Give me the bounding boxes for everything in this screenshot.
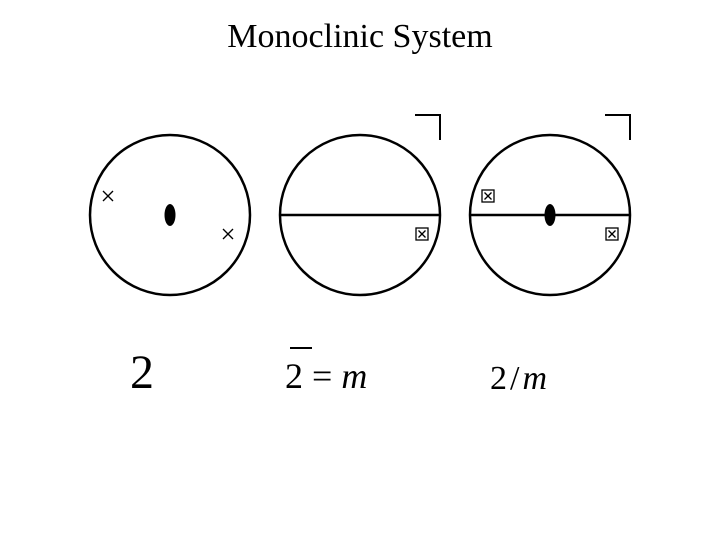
label-eq: = bbox=[303, 356, 341, 396]
corner-brackets bbox=[415, 115, 630, 140]
label-point-group-2bar-equals-m: 2 = m bbox=[285, 355, 367, 397]
label3-slash: / bbox=[507, 360, 522, 397]
label-point-group-2-over-m: 2/m bbox=[490, 360, 547, 398]
panel-3-marks bbox=[470, 190, 630, 240]
panel-2-marks bbox=[280, 215, 440, 240]
label3-two: 2 bbox=[490, 360, 507, 397]
label3-m: m bbox=[522, 360, 547, 397]
label-point-group-2: 2 bbox=[130, 345, 154, 400]
diagram-stage bbox=[0, 0, 720, 540]
label-two: 2 bbox=[285, 356, 303, 396]
panel-1-marks bbox=[103, 191, 233, 239]
label-m: m bbox=[341, 356, 367, 396]
